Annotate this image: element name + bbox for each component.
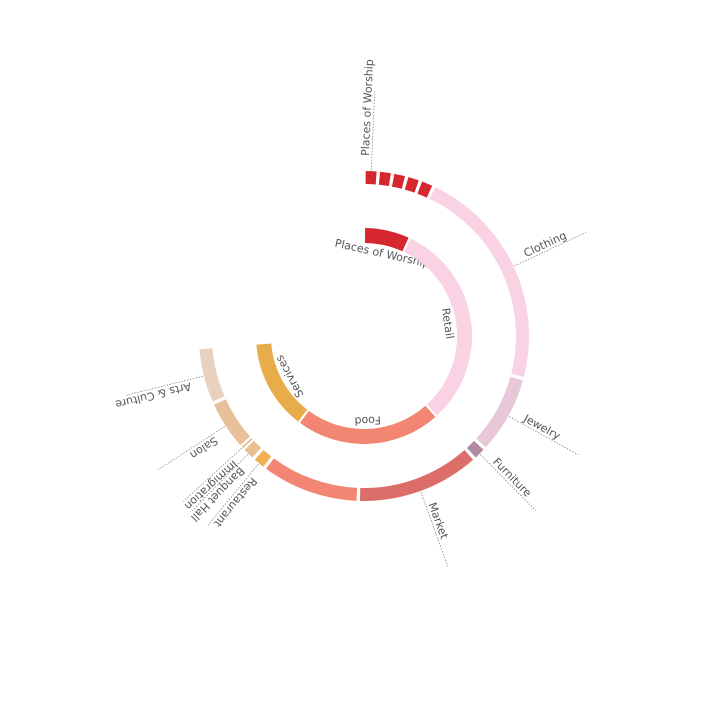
segment [241,438,253,449]
inner-label: Retail [439,307,456,340]
leader-line [509,416,579,456]
segment [391,173,406,189]
leader-line [207,463,259,526]
leader-line [480,454,536,511]
segment [199,348,225,402]
segment [266,458,358,501]
leader-line [126,375,204,396]
outer-label: Clothing [522,229,569,260]
segment [359,450,474,501]
leader-line [420,491,449,567]
leader-line [370,91,376,171]
segment [256,343,308,422]
segment [299,405,436,444]
leader-line [158,426,225,470]
segment [365,171,377,185]
segment [254,450,272,467]
inner-label: Food [354,413,381,427]
segment [404,177,419,193]
leader-line [514,232,587,267]
segment [417,181,433,198]
outer-label: Arts & Culture [114,380,193,411]
leader-line [183,447,242,502]
segment [364,228,409,252]
outer-label: Places of Worship [359,59,376,156]
segment [466,440,484,458]
segment [244,440,262,458]
outer-label: Salon [187,434,220,462]
leader-line [192,454,248,511]
segment [378,171,391,187]
segment [404,238,473,416]
segment [429,187,529,378]
outer-label: Market [426,501,451,542]
segment [213,399,250,446]
outer-label: Jewelry [521,411,563,442]
outer-label: Furniture [490,455,534,500]
segment [476,376,523,448]
